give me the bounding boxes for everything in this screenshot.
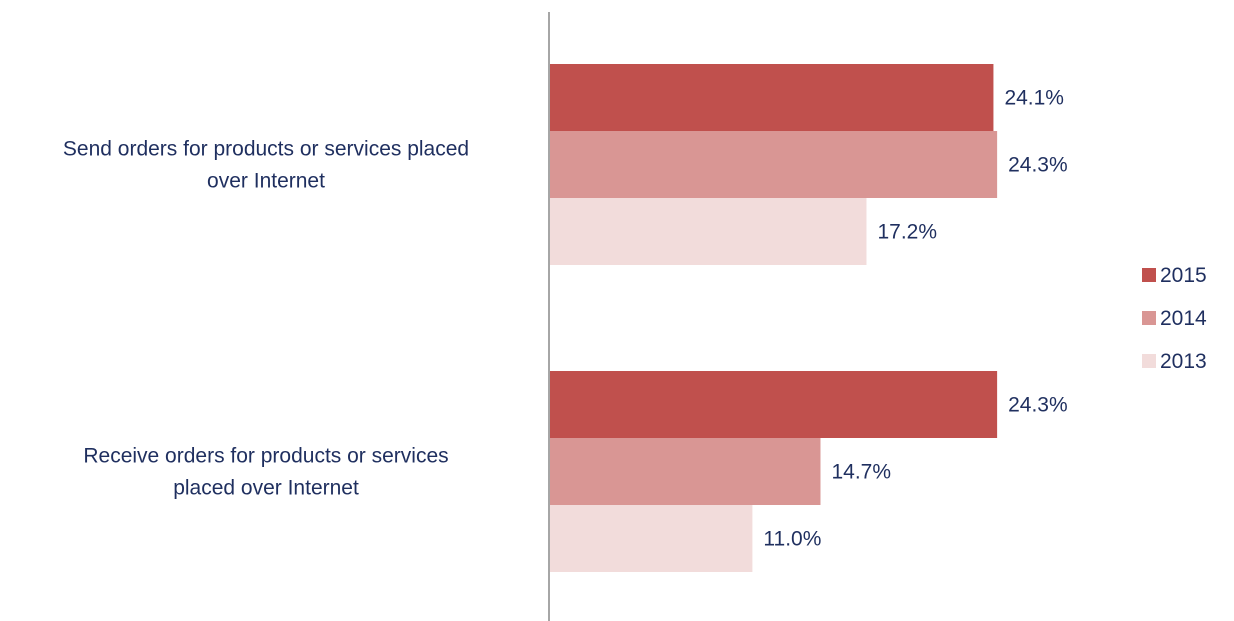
data-label: 24.1% [1004, 87, 1064, 110]
legend: 2015 2014 2013 [1142, 264, 1207, 373]
bar-2014-category-2 [550, 438, 821, 505]
legend-label: 2015 [1160, 264, 1207, 287]
data-label: 24.3% [1008, 154, 1068, 177]
legend-label: 2014 [1160, 307, 1207, 330]
bars [550, 64, 998, 572]
legend-label: 2013 [1160, 350, 1207, 373]
bar-2015-category-2 [550, 371, 998, 438]
category-label-line: Send orders for products or services pla… [63, 138, 469, 161]
data-label: 11.0% [763, 528, 821, 551]
bar-2013-category-1 [550, 198, 867, 265]
bar-2013-category-2 [550, 505, 753, 572]
legend-swatch-2014 [1142, 311, 1156, 325]
legend-swatch-2013 [1142, 354, 1156, 368]
category-label: Send orders for products or services pla… [63, 138, 469, 193]
data-label: 17.2% [877, 221, 937, 244]
category-label: Receive orders for products or services p… [83, 445, 448, 500]
category-label-line: over Internet [207, 170, 325, 193]
category-label-line: Receive orders for products or services [83, 445, 448, 468]
category-label-line: placed over Internet [173, 477, 359, 500]
data-label: 14.7% [831, 461, 891, 484]
data-labels: 24.1% 24.3% 17.2% 24.3% 14.7% 11.0% [763, 87, 1067, 551]
bar-2014-category-1 [550, 131, 998, 198]
category-labels: Send orders for products or services pla… [63, 138, 469, 500]
legend-swatch-2015 [1142, 268, 1156, 282]
bar-2015-category-1 [550, 64, 994, 131]
data-label: 24.3% [1008, 394, 1068, 417]
